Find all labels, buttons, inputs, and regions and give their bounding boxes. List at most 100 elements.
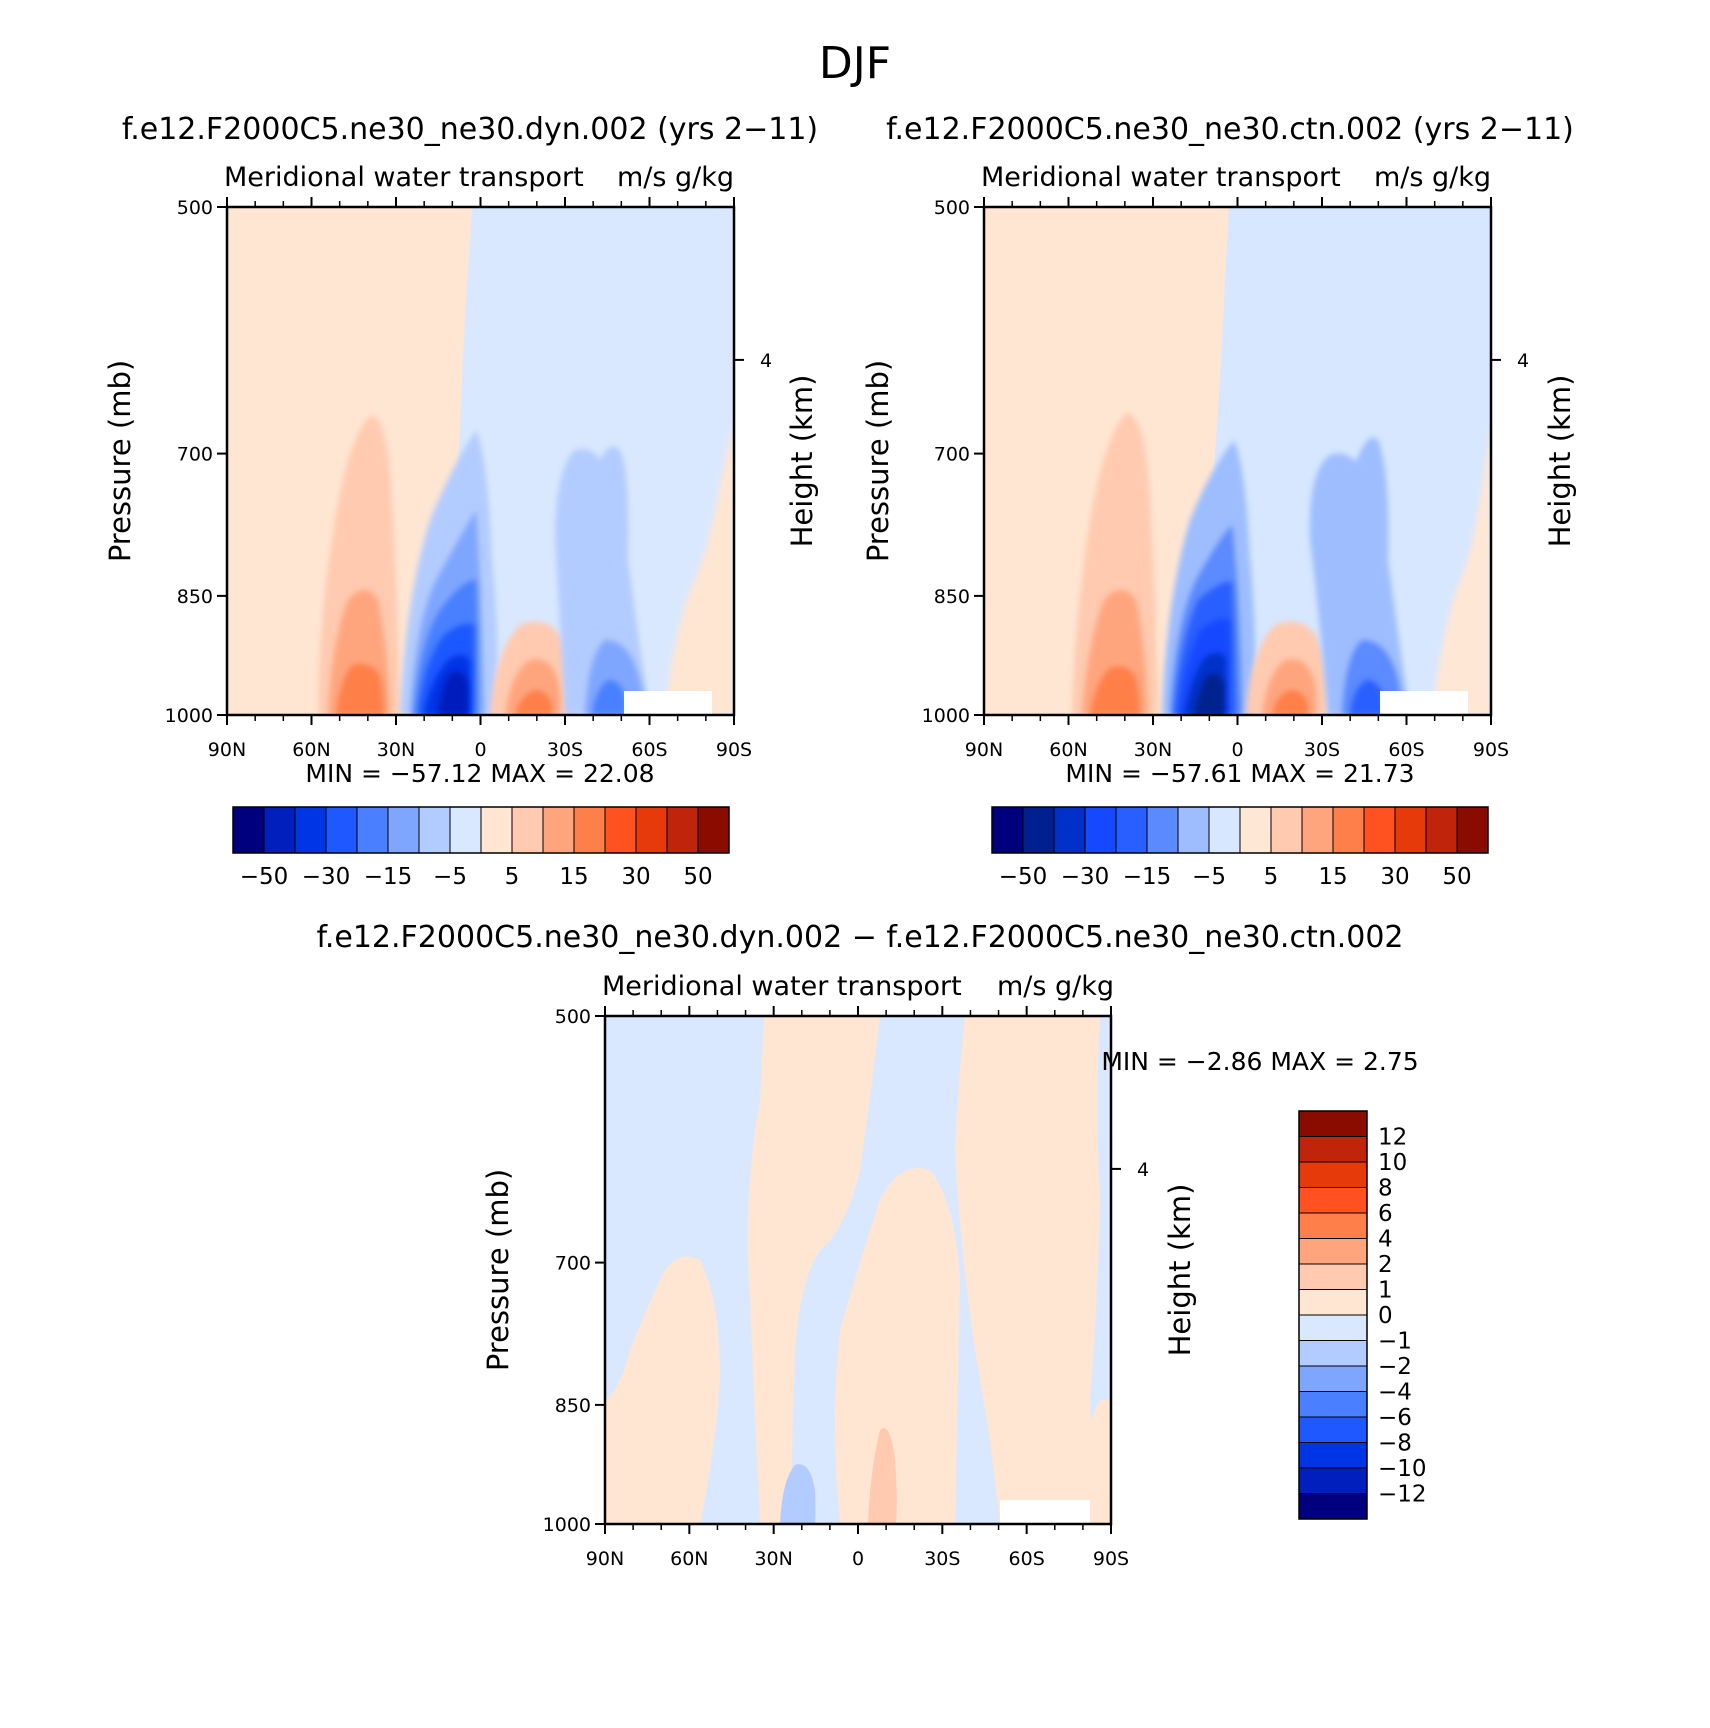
panel-2-xtick-label: 90N: [965, 739, 1003, 761]
panel-1-contour-neg-sh-5: [555, 446, 650, 715]
panel-2-colorbar-label: 15: [1318, 864, 1347, 890]
panel-2-contour-pos-polar: [1432, 420, 1491, 715]
panel-2-colorbar-swatch: [1301, 806, 1334, 854]
panel-1-colorbar-label: 30: [621, 864, 650, 890]
panel-3-xtick-label: 30S: [924, 1548, 960, 1570]
panel-3-xtick-label: 60N: [670, 1548, 708, 1570]
panel-3-colorbar-swatch: [1298, 1467, 1368, 1494]
panel-1-xtick-label: 90N: [208, 739, 246, 761]
panel-2-colorbar-swatch: [1332, 806, 1365, 854]
panel-2-title: f.e12.F2000C5.ne30_ne30.ctn.002 (yrs 2−1…: [886, 112, 1574, 147]
panel-3-colorbar-label: −1: [1378, 1329, 1412, 1355]
panel-1-ytick-label: 1000: [165, 705, 213, 727]
panel-2-colorbar: −50 −30 −15 −5 5 15 30 50: [991, 806, 1489, 890]
panel-3-colorbar-swatch: [1298, 1416, 1368, 1443]
panel-1-colorbar-label: 5: [505, 864, 520, 890]
panel-3-axes: 90N 60N 30N 0 30S 60S 90S 500 700 850 1000 4: [543, 1006, 1149, 1570]
panel-3-colorbar-label: −2: [1378, 1354, 1412, 1380]
panel-3-colorbar-swatch: [1298, 1340, 1368, 1367]
panel-1-ytick-label: 850: [177, 586, 213, 608]
panel-3-subtitle-left: Meridional water transport: [602, 971, 962, 1002]
figure-title: DJF: [819, 38, 891, 89]
panel-2-colorbar-swatch: [1394, 806, 1427, 854]
panel-3: f.e12.F2000C5.ne30_ne30.dyn.002 − f.e12.…: [316, 920, 1426, 1570]
panel-3-band-pos-nh: [605, 1256, 720, 1524]
panel-2-ytick-label: 1000: [922, 705, 970, 727]
panel-1-colorbar-swatch: [449, 806, 482, 854]
panel-1-contour-pos-polar: [665, 420, 734, 715]
panel-1-plot-area: [227, 207, 734, 715]
panel-2-colorbar-label: −15: [1123, 864, 1172, 890]
panel-1-stats: MIN = −57.12 MAX = 22.08: [305, 759, 654, 788]
panel-3-colorbar-swatch: [1298, 1136, 1368, 1163]
panel-1-colorbar-swatch: [418, 806, 451, 854]
panel-3-xtick-label: 90S: [1093, 1548, 1129, 1570]
panel-3-ytick-label: 700: [555, 1253, 591, 1275]
panel-2-xtick-label: 0: [1231, 739, 1243, 761]
panel-3-ytick-label: 1000: [543, 1514, 591, 1536]
panel-3-band-pos-polar: [1060, 1400, 1111, 1524]
panel-3-colorbar-label: 6: [1378, 1201, 1393, 1227]
panel-1-colorbar-frame: [232, 806, 730, 854]
panel-2-colorbar-swatch: [1425, 806, 1458, 854]
panel-2-colorbar-swatch: [1239, 806, 1272, 854]
panel-3-colorbar-label: −12: [1378, 1482, 1427, 1508]
panel-1-colorbar-swatch: [542, 806, 575, 854]
panel-3-colorbar-label: −8: [1378, 1431, 1412, 1457]
panel-1-colorbar-swatch: [604, 806, 637, 854]
panel-2-ytick-label: 500: [934, 197, 970, 219]
panel-1-subtitle-right: m/s g/kg: [617, 162, 734, 193]
panel-2-contour-pos-lobe-15: [1090, 666, 1140, 715]
panel-3-subtitle-right: m/s g/kg: [997, 971, 1114, 1002]
panel-2-ytick-label: 850: [934, 586, 970, 608]
panel-3-colorbar-swatch: [1298, 1110, 1368, 1137]
panel-2-xtick-label: 30N: [1134, 739, 1172, 761]
panel-1-title: f.e12.F2000C5.ne30_ne30.dyn.002 (yrs 2−1…: [122, 112, 818, 147]
panel-3-colorbar-swatch: [1298, 1289, 1368, 1316]
panel-3-colorbar-label: 0: [1378, 1303, 1393, 1329]
panel-1-axes: 90N 60N 30N 0 30S 60S 90S 500 700 850 1000 4: [165, 197, 772, 761]
panel-3-colorbar-label: 2: [1378, 1252, 1393, 1278]
panel-3-colorbar-frame: [1298, 1110, 1368, 1520]
panel-2-ylabel-right: Height (km): [1543, 375, 1577, 548]
panel-2-colorbar-label: −5: [1192, 864, 1226, 890]
panel-2-colorbar-label: 5: [1264, 864, 1279, 890]
panel-1-colorbar-swatch: [480, 806, 513, 854]
panel-3-colorbar-label: 10: [1378, 1150, 1407, 1176]
panel-3-colorbar-label: −6: [1378, 1405, 1412, 1431]
panel-1-subtitle-left: Meridional water transport: [224, 162, 584, 193]
panel-1-colorbar-label: 50: [683, 864, 712, 890]
panel-1-colorbar-label: −5: [433, 864, 467, 890]
panel-3-colorbar-swatch: [1298, 1238, 1368, 1265]
panel-3-ytick-right-label: 4: [1137, 1159, 1149, 1181]
panel-1-xtick-label: 60N: [292, 739, 330, 761]
panel-2-contour-neg-sh-20: [1350, 680, 1384, 715]
panel-2-colorbar-label: 50: [1442, 864, 1471, 890]
panel-3-colorbar-label: 8: [1378, 1176, 1393, 1202]
panel-2-colorbar-label: −50: [999, 864, 1048, 890]
panel-3-colorbar-swatch: [1298, 1263, 1368, 1290]
panel-1-colorbar-swatch: [232, 806, 265, 854]
panel-3-colorbar-swatch: [1298, 1212, 1368, 1239]
panel-1-colorbar-label: −30: [302, 864, 351, 890]
panel-1-colorbar-label: 15: [559, 864, 588, 890]
panel-2-colorbar-swatch: [1363, 806, 1396, 854]
panel-1-colorbar-swatch: [294, 806, 327, 854]
panel-1-xtick-label: 30S: [547, 739, 583, 761]
panel-2-colorbar-swatch: [1177, 806, 1210, 854]
panel-3-ytick-label: 500: [555, 1006, 591, 1028]
panel-2-missing-data: [1380, 691, 1468, 715]
panel-1-colorbar-swatch: [325, 806, 358, 854]
panel-3-ylabel: Pressure (mb): [481, 1169, 515, 1371]
panel-2-colorbar-swatch: [1270, 806, 1303, 854]
panel-2-ytick-right-label: 4: [1517, 350, 1529, 372]
panel-1-contour-neg-sh-20: [592, 680, 626, 715]
panel-3-colorbar-swatch: [1298, 1187, 1368, 1214]
panel-3-colorbar-label: 4: [1378, 1227, 1393, 1253]
panel-1-xtick-label: 30N: [377, 739, 415, 761]
panel-2-colorbar-swatch: [1053, 806, 1086, 854]
panel-1-ytick-right-label: 4: [760, 350, 772, 372]
panel-3-band-pos-eq: [955, 1016, 1100, 1524]
panel-3-colorbar-label: −4: [1378, 1380, 1412, 1406]
